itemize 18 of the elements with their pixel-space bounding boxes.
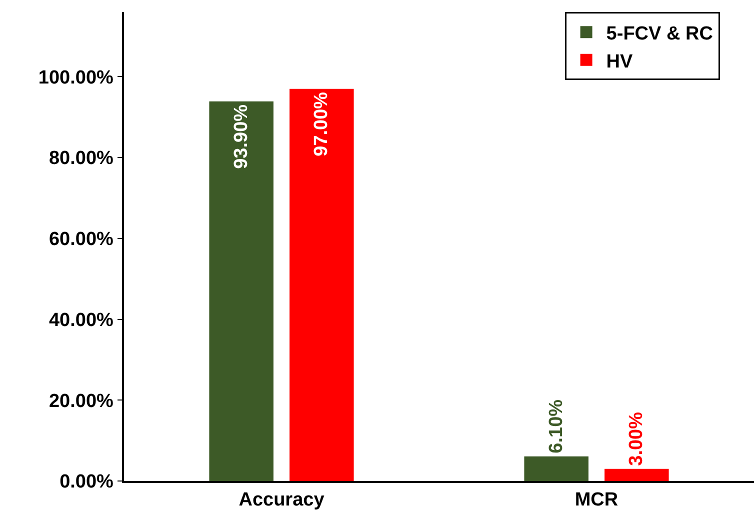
data-label: 97.00%: [311, 92, 332, 156]
legend-label: HV: [606, 51, 634, 72]
x-tick-label: Accuracy: [238, 490, 325, 511]
y-tick-label: 40.00%: [48, 310, 114, 331]
data-label: 6.10%: [546, 399, 567, 454]
y-tick-label: 80.00%: [48, 148, 114, 170]
legend-label: 5-FCV & RC: [606, 24, 714, 45]
y-tick-label: 60.00%: [48, 229, 114, 250]
bar: [524, 456, 588, 481]
y-tick-label: 0.00%: [60, 472, 114, 493]
x-tick-label: MCR: [574, 490, 618, 511]
bar: [209, 101, 274, 481]
bar: [604, 468, 669, 481]
y-tick-label: 20.00%: [48, 390, 114, 412]
bar: [290, 88, 354, 481]
data-label: 93.90%: [230, 104, 252, 169]
data-label: 3.00%: [626, 412, 648, 466]
y-tick-label: 100.00%: [38, 67, 114, 88]
